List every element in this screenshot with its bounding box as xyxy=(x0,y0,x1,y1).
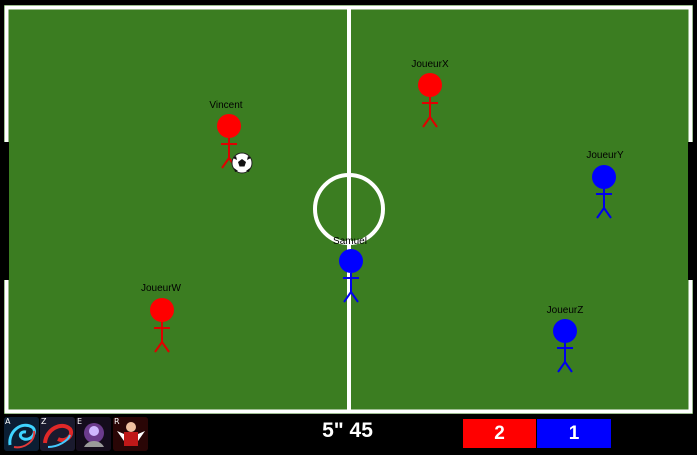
skill-slot-z[interactable]: Z xyxy=(40,417,75,451)
player-head xyxy=(592,165,616,189)
player-name: JoueurZ xyxy=(547,305,584,316)
player-name: Vincent xyxy=(209,100,242,111)
player-joueury[interactable]: JoueurY xyxy=(586,150,624,219)
skill-slot-e[interactable]: E xyxy=(76,417,111,451)
match-timer: 5" 45 xyxy=(322,419,373,442)
player-joueurw[interactable]: JoueurW xyxy=(141,283,182,353)
blue-team-score: 1 xyxy=(537,419,611,448)
player-joueurz[interactable]: JoueurZ xyxy=(547,305,584,373)
player-name: JoueurY xyxy=(586,150,624,161)
player-head xyxy=(553,319,577,343)
skill-slot-a[interactable]: A xyxy=(4,417,39,451)
player-name: Samuel xyxy=(333,236,367,247)
player-samuel[interactable]: Samuel xyxy=(333,236,367,303)
red-swirl-ability-icon xyxy=(40,417,75,451)
player-body xyxy=(343,273,359,303)
left-goal xyxy=(0,142,9,280)
skill-key: A xyxy=(5,417,11,426)
game-field: Vincent JoueurX xyxy=(0,5,697,414)
right-goal xyxy=(688,142,697,280)
player-joueurx[interactable]: JoueurX xyxy=(411,59,449,128)
player-body xyxy=(154,322,170,353)
pitch: Vincent JoueurX xyxy=(0,5,697,414)
center-circle xyxy=(313,173,385,245)
cyan-swirl-ability-icon xyxy=(4,417,39,451)
skill-slot-r[interactable]: R xyxy=(113,417,148,451)
skill-key: Z xyxy=(41,417,47,426)
player-head xyxy=(150,298,174,322)
player-name: JoueurW xyxy=(141,283,182,294)
soccer-ball-icon xyxy=(231,152,253,174)
player-name: JoueurX xyxy=(411,59,449,70)
player-body xyxy=(557,343,573,373)
skill-key: E xyxy=(77,417,83,426)
red-team-score: 2 xyxy=(463,419,536,448)
player-head xyxy=(339,249,363,273)
player-body xyxy=(422,97,438,128)
player-body xyxy=(596,189,612,219)
player-head xyxy=(418,73,442,97)
player-head xyxy=(217,114,241,138)
hud-bar: A Z E R 5" xyxy=(0,417,697,455)
red-armored-warrior-ability-icon xyxy=(113,417,148,451)
skill-key: R xyxy=(114,417,120,426)
purple-shadow-ability-icon xyxy=(76,417,111,451)
